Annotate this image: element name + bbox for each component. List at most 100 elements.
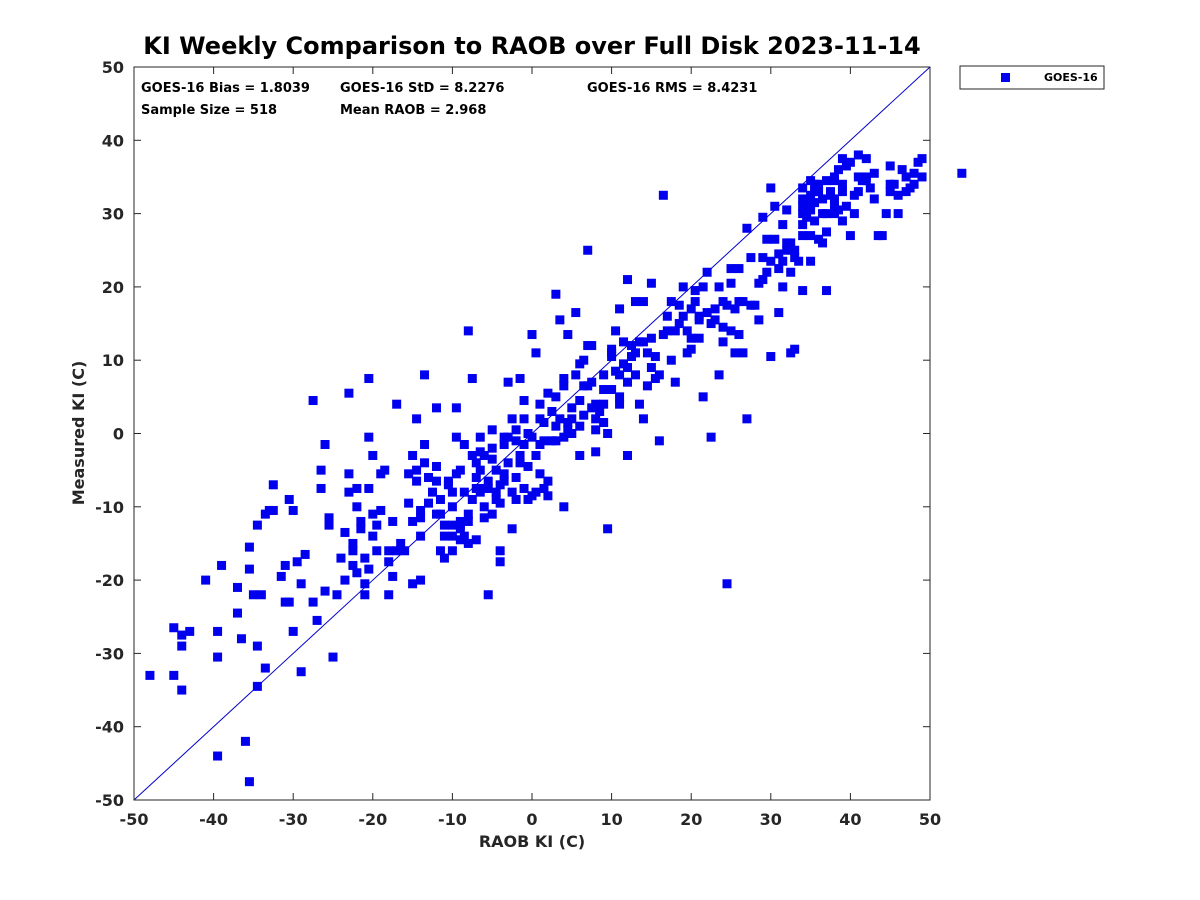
data-point: [312, 615, 322, 625]
data-point: [623, 275, 633, 285]
data-point: [853, 187, 863, 197]
data-point: [798, 231, 808, 241]
y-tick-label: -40: [95, 718, 124, 737]
data-point: [722, 300, 732, 310]
data-point: [559, 432, 569, 442]
data-point: [603, 429, 613, 438]
data-point: [957, 168, 967, 178]
data-point: [352, 568, 362, 578]
data-point: [523, 461, 533, 471]
data-point: [447, 502, 457, 512]
data-point: [650, 352, 660, 362]
data-point: [499, 469, 509, 479]
data-point: [213, 626, 223, 636]
data-point: [658, 190, 668, 200]
data-point: [798, 286, 808, 296]
data-point: [638, 337, 648, 347]
bias-stat: GOES-16 Bias = 1.8039: [141, 81, 310, 96]
data-point: [710, 315, 720, 325]
data-point: [841, 201, 851, 211]
data-point: [794, 256, 804, 266]
data-point: [420, 458, 430, 468]
data-point: [511, 494, 521, 504]
data-point: [292, 557, 302, 567]
legend-marker-square-icon: [1001, 73, 1010, 82]
data-point: [539, 436, 549, 446]
data-point: [531, 487, 541, 497]
data-point: [479, 502, 489, 512]
data-point: [551, 289, 561, 299]
data-point: [475, 465, 485, 475]
x-tick-label: -50: [120, 810, 149, 829]
data-point: [678, 311, 688, 321]
data-point: [384, 557, 394, 567]
data-point: [829, 194, 839, 204]
mean-raob-stat: Mean RAOB = 2.968: [340, 103, 486, 118]
data-point: [551, 436, 561, 446]
legend-box: [959, 65, 1105, 90]
data-point: [897, 165, 907, 175]
data-point: [662, 326, 672, 336]
data-point: [583, 245, 593, 255]
data-point: [515, 374, 525, 384]
data-point: [531, 450, 541, 460]
data-point: [471, 535, 481, 545]
data-point: [774, 308, 784, 318]
data-point: [885, 161, 895, 171]
data-point: [814, 179, 824, 189]
data-point: [630, 370, 640, 380]
data-point: [909, 168, 919, 178]
y-tick-label: -50: [95, 791, 124, 810]
data-point: [511, 472, 521, 482]
data-point: [535, 469, 545, 479]
data-point: [686, 304, 696, 314]
data-point: [416, 575, 426, 585]
data-point: [822, 176, 832, 186]
data-point: [483, 476, 493, 486]
data-point: [435, 494, 445, 504]
y-axis-label: Measured KI (C): [69, 361, 88, 506]
y-tick-label: 20: [102, 278, 124, 297]
data-point: [364, 564, 374, 574]
data-point: [348, 538, 358, 548]
data-point: [507, 487, 517, 497]
data-point: [587, 341, 597, 351]
data-point: [770, 234, 780, 244]
data-point: [439, 553, 449, 563]
data-point: [336, 553, 346, 563]
data-point: [654, 436, 664, 446]
data-point: [420, 439, 430, 449]
data-point: [559, 502, 569, 512]
data-point: [726, 326, 736, 336]
data-point: [591, 414, 601, 424]
data-point: [340, 527, 350, 537]
data-point: [662, 311, 672, 321]
data-point: [845, 231, 855, 241]
data-point: [822, 209, 832, 219]
data-point: [487, 425, 497, 435]
data-point: [686, 344, 696, 354]
data-point: [551, 421, 561, 431]
data-point: [340, 575, 350, 585]
data-point: [750, 300, 760, 310]
data-point: [296, 667, 306, 677]
data-point: [758, 275, 768, 285]
data-point: [646, 333, 656, 343]
data-point: [463, 538, 473, 548]
data-point: [232, 582, 242, 592]
data-point: [447, 487, 457, 497]
data-point: [145, 670, 155, 680]
data-point: [280, 560, 290, 570]
data-point: [682, 326, 692, 336]
x-tick-label: 30: [760, 810, 782, 829]
data-point: [563, 330, 573, 340]
data-point: [738, 348, 748, 358]
data-point: [539, 418, 549, 428]
data-point: [300, 549, 310, 559]
data-point: [646, 363, 656, 373]
data-point: [611, 326, 621, 336]
data-point: [495, 557, 505, 567]
data-point: [599, 399, 609, 409]
data-point: [694, 333, 704, 343]
x-tick-label: -20: [358, 810, 387, 829]
